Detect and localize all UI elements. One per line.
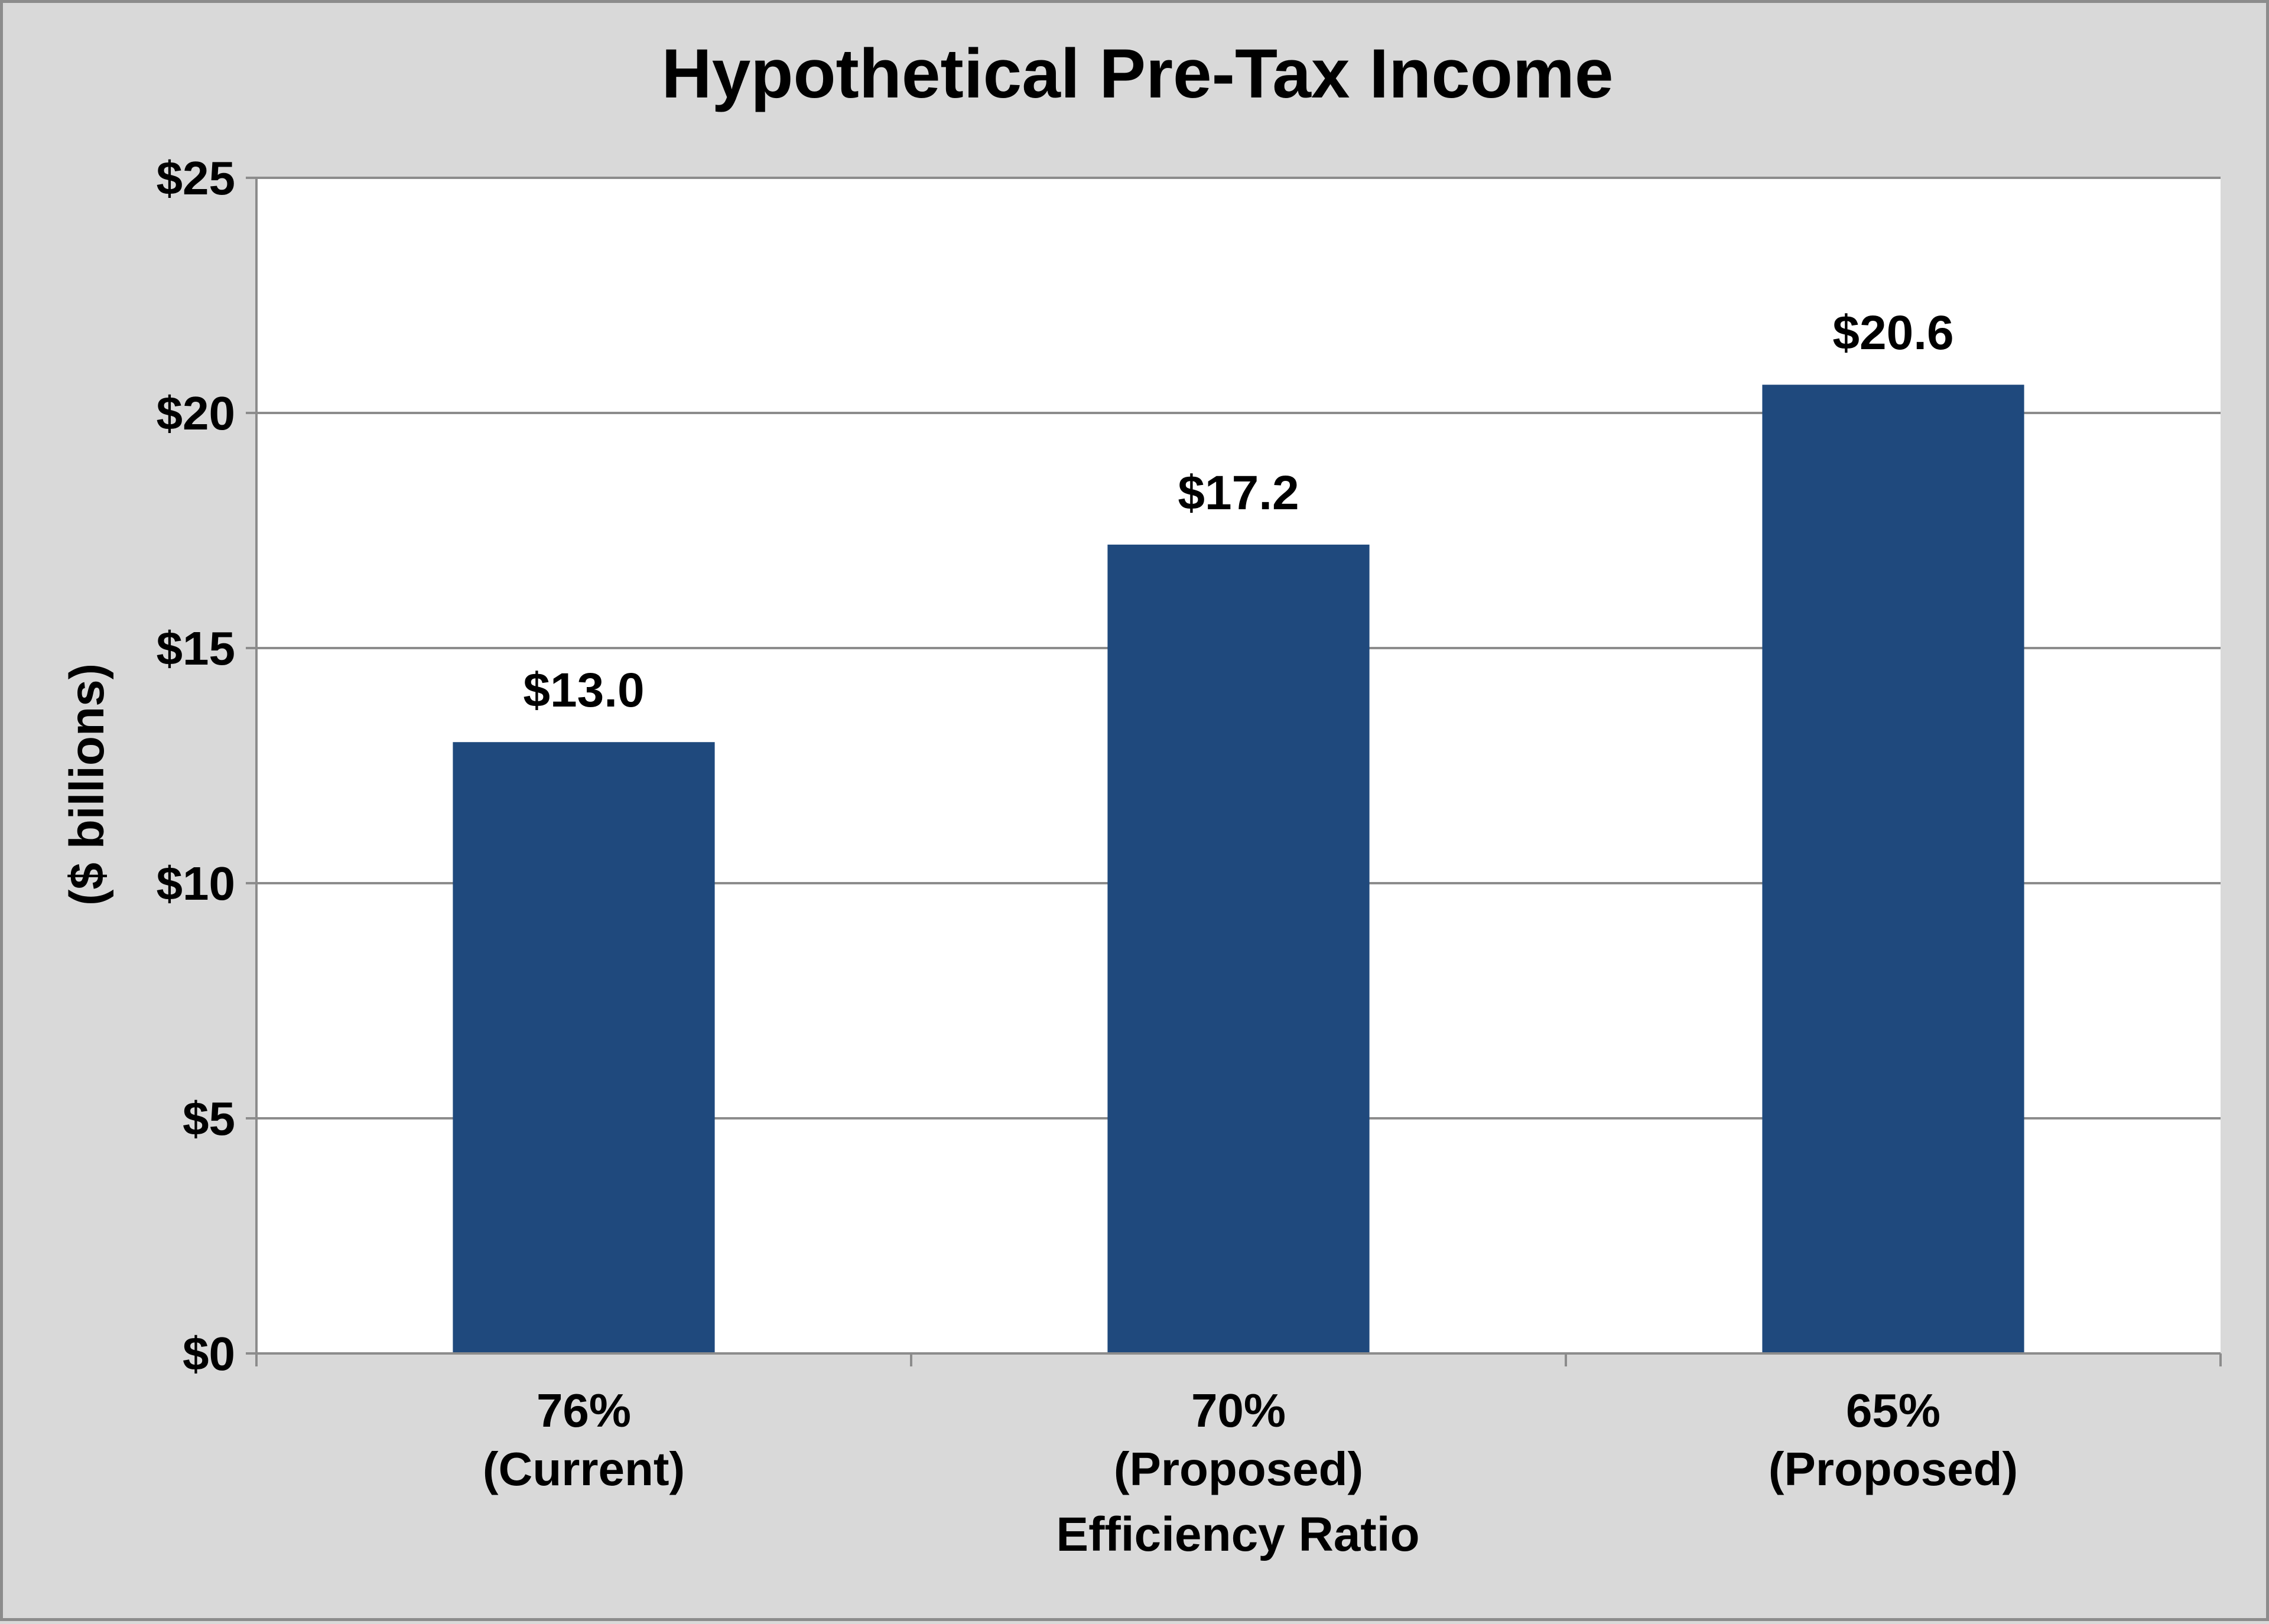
data-label: $20.6 xyxy=(1832,306,1953,360)
x-tick-label: (Proposed) xyxy=(1769,1443,2018,1495)
bar xyxy=(1762,385,2024,1353)
data-label: $13.0 xyxy=(523,663,644,717)
data-label: $17.2 xyxy=(1178,466,1299,520)
y-tick-label: $15 xyxy=(157,622,235,675)
y-tick-label: $20 xyxy=(157,387,235,440)
x-tick-label: 70% xyxy=(1191,1384,1286,1437)
y-axis-label: ($ billions) xyxy=(60,663,114,906)
y-tick-label: $0 xyxy=(183,1327,235,1380)
y-tick-label: $10 xyxy=(157,857,235,910)
x-tick-label: (Current) xyxy=(483,1443,685,1495)
y-tick-label: $5 xyxy=(183,1092,235,1145)
plot-area: $0 $5 $10 $15 $20 $25 $13.0 $17.2 $20.6 76% (Curre… xyxy=(157,152,2222,1495)
x-axis-label: Efficiency Ratio xyxy=(1056,1508,1419,1561)
chart-title: Hypothetical Pre-Tax Income xyxy=(662,35,1614,113)
bar xyxy=(1107,544,1370,1353)
y-tick-label: $25 xyxy=(157,152,235,204)
x-tick-label: 76% xyxy=(537,1384,631,1437)
x-tick-label: 65% xyxy=(1846,1384,1940,1437)
bar xyxy=(453,742,715,1353)
x-tick-label: (Proposed) xyxy=(1114,1443,1363,1495)
bar-chart: Hypothetical Pre-Tax Income ($ billions)… xyxy=(60,35,2222,1561)
